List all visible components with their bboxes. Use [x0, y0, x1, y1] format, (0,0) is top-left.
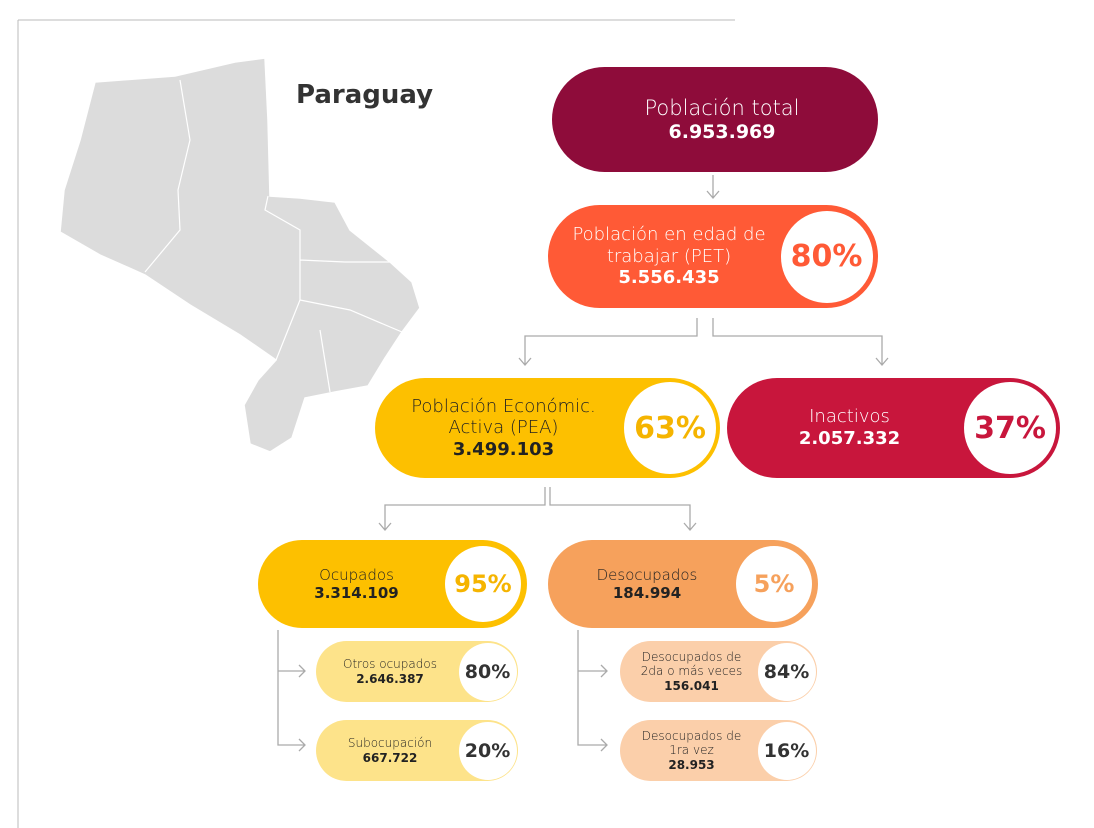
node-label: Otros ocupados [343, 657, 437, 672]
node-label: Población Económic. [411, 395, 596, 417]
node-text: Población total 6.953.969 [566, 67, 878, 172]
node-label: Inactivos [809, 406, 890, 428]
node-label: trabajar (PET) [606, 245, 732, 267]
node-value: 2.646.387 [356, 671, 424, 686]
node-text: Otros ocupados 2.646.387 [330, 641, 450, 702]
node: Población Económic. Activa (PEA) 3.499.103… [375, 378, 720, 478]
node: Desocupados de 2da o más veces 156.041 84% [620, 641, 817, 702]
node-percent: 95% [445, 546, 521, 622]
node-label: Desocupados de [641, 728, 742, 743]
node-value: 156.041 [664, 678, 719, 693]
node-percent: 5% [736, 546, 812, 622]
node-label: Población total [644, 95, 800, 120]
node: Población total 6.953.969 [552, 67, 878, 172]
node: Inactivos 2.057.332 37% [727, 378, 1060, 478]
node: Desocupados de 1ra vez 28.953 16% [620, 720, 817, 781]
node-text: Población Económic. Activa (PEA) 3.499.103 [389, 378, 618, 478]
node-value: 6.953.969 [668, 120, 776, 143]
node-label: Subocupación [347, 736, 433, 751]
node-percent: 63% [624, 382, 716, 474]
node: Ocupados 3.314.109 95% [258, 540, 527, 628]
node-value: 3.499.103 [452, 438, 555, 460]
node-percent: 16% [757, 721, 816, 780]
node-label: 2da o más veces [640, 664, 743, 679]
node-percent: 80% [458, 642, 517, 701]
node-text: Desocupados de 1ra vez 28.953 [634, 720, 749, 781]
map-title: Paraguay [296, 80, 434, 110]
node-label: Activa (PEA) [448, 417, 559, 439]
node-text: Población en edad de trabajar (PET) 5.556.… [562, 205, 776, 308]
node-value: 667.722 [362, 750, 418, 765]
node-value: 2.057.332 [798, 428, 901, 449]
node-label: Desocupados [596, 566, 698, 584]
node-text: Desocupados de 2da o más veces 156.041 [634, 641, 749, 702]
node: Subocupación 667.722 20% [316, 720, 518, 781]
node-text: Inactivos 2.057.332 [741, 378, 958, 478]
node: Población en edad de trabajar (PET) 5.556.… [548, 205, 878, 308]
node-text: Desocupados 184.994 [562, 540, 732, 628]
node-percent: 20% [458, 721, 517, 780]
node-label: Desocupados de [641, 649, 742, 664]
node-label: Ocupados [319, 566, 394, 584]
node-label: Población en edad de [572, 224, 766, 246]
map-borders [144, 79, 403, 393]
map [59, 57, 421, 453]
node-percent: 37% [964, 382, 1056, 474]
node-value: 184.994 [612, 584, 682, 602]
node-value: 28.953 [668, 757, 715, 772]
node-text: Ocupados 3.314.109 [272, 540, 441, 628]
node-percent: 84% [757, 642, 816, 701]
node-text: Subocupación 667.722 [330, 720, 450, 781]
node-value: 5.556.435 [618, 267, 720, 289]
node: Desocupados 184.994 5% [548, 540, 818, 628]
node-percent: 80% [780, 210, 873, 303]
node-value: 3.314.109 [314, 584, 399, 602]
node-label: 1ra vez [669, 743, 714, 758]
node: Otros ocupados 2.646.387 80% [316, 641, 518, 702]
arrows [277, 175, 889, 752]
